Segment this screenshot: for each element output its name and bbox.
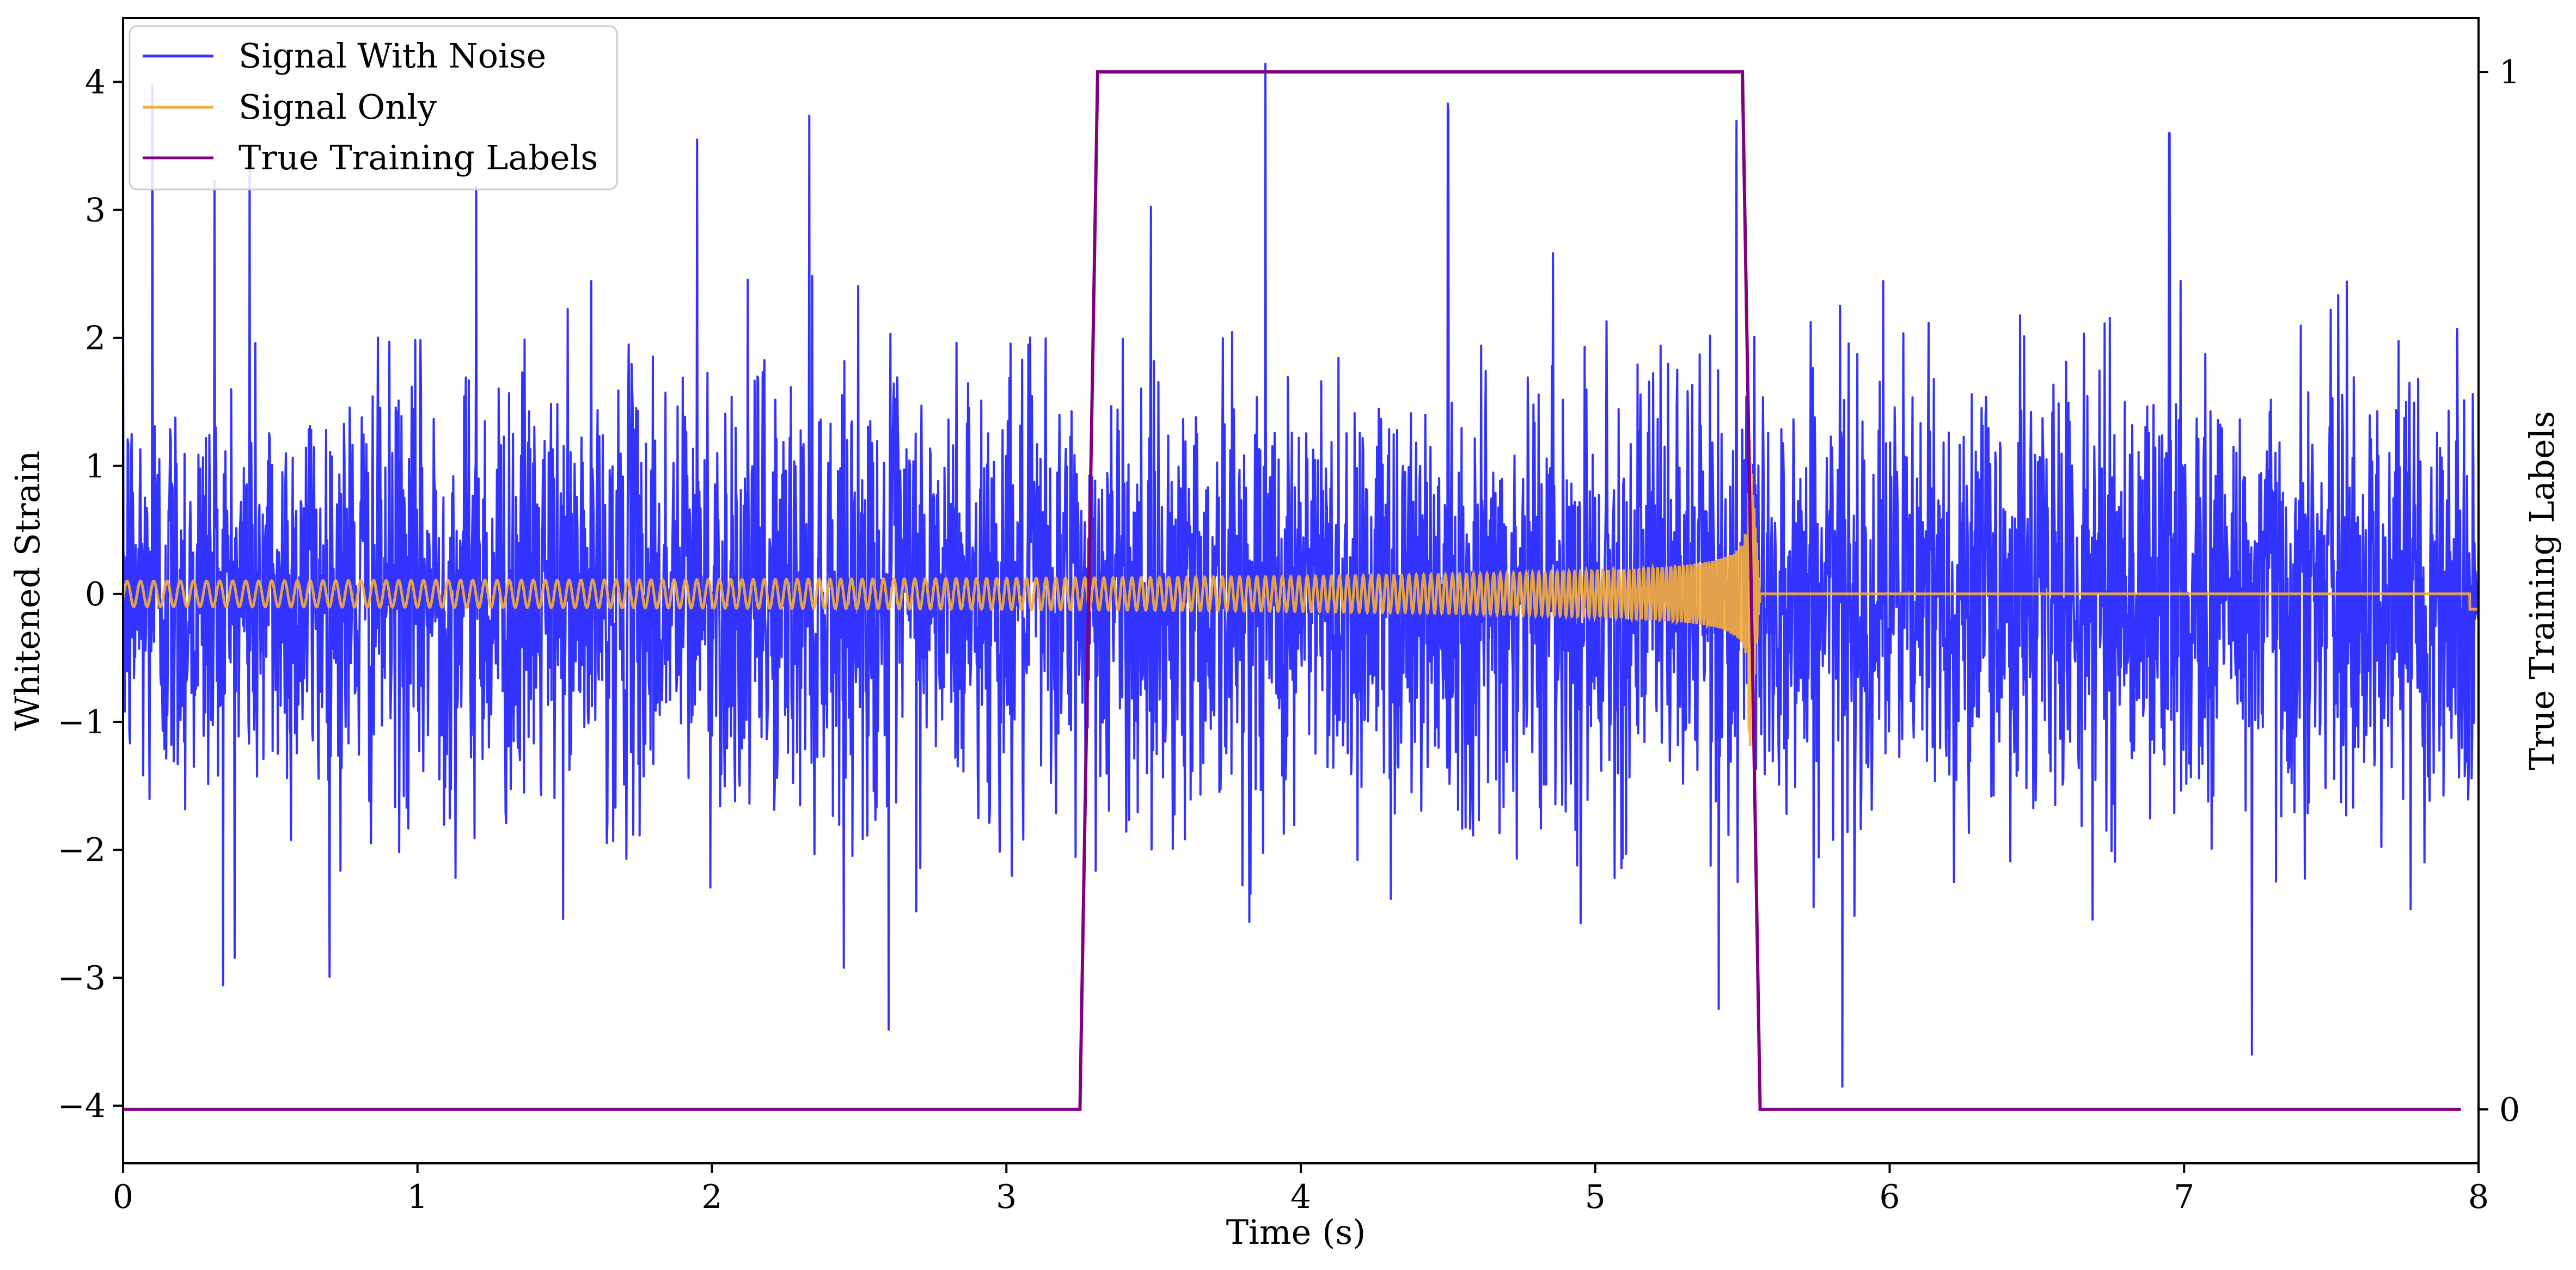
series-line-true-training-labels: [123, 70, 2461, 1111]
y-tick-label: −4: [58, 1087, 106, 1125]
series-line-signal-only: [123, 439, 2479, 746]
y-axis-right: 01: [2479, 53, 2520, 1129]
x-tick-label: 6: [1879, 1178, 1900, 1216]
x-tick-label: 8: [2468, 1178, 2489, 1216]
y-tick-label: 1: [85, 447, 106, 486]
y-axis-left: −4 −3 −2 −1 0 1 2 3 4: [58, 64, 123, 1125]
x-tick-label: 7: [2174, 1178, 2194, 1216]
x-tick-label: 3: [996, 1178, 1017, 1216]
x-tick-label: 0: [113, 1178, 133, 1216]
y-tick-label: 0: [85, 575, 106, 613]
y-tick-label: 4: [85, 64, 106, 102]
x-tick-label: 2: [701, 1178, 722, 1216]
legend-label-signal-with-noise: Signal With Noise: [238, 36, 546, 76]
y-tick-label: 2: [85, 320, 106, 358]
series-layer: [123, 63, 2479, 1111]
legend: Signal With Noise Signal Only True Train…: [129, 25, 618, 191]
y-tick-label: −2: [58, 831, 106, 869]
y-axis-label: Whitened Strain: [8, 451, 47, 731]
series-line-signal-with-noise: [123, 63, 2479, 1088]
y2-tick-label: 0: [2499, 1091, 2520, 1129]
legend-box: [129, 25, 618, 191]
y-tick-label: 3: [85, 192, 106, 230]
legend-label-signal-only: Signal Only: [238, 87, 437, 127]
y2-axis-label: True Training Labels: [2522, 411, 2562, 770]
x-tick-label: 4: [1290, 1178, 1311, 1216]
x-axis-label: Time (s): [1226, 1212, 1366, 1252]
legend-label-true-training-labels: True Training Labels: [238, 138, 598, 177]
y-tick-label: −3: [58, 959, 106, 997]
y-tick-label: −1: [58, 703, 106, 741]
x-tick-label: 5: [1585, 1178, 1606, 1216]
y2-tick-label: 1: [2499, 53, 2520, 91]
plot-area: [123, 63, 2479, 1111]
x-axis: 0 1 2 3 4 5 6 7 8: [113, 1163, 2489, 1216]
x-tick-label: 1: [407, 1178, 428, 1216]
